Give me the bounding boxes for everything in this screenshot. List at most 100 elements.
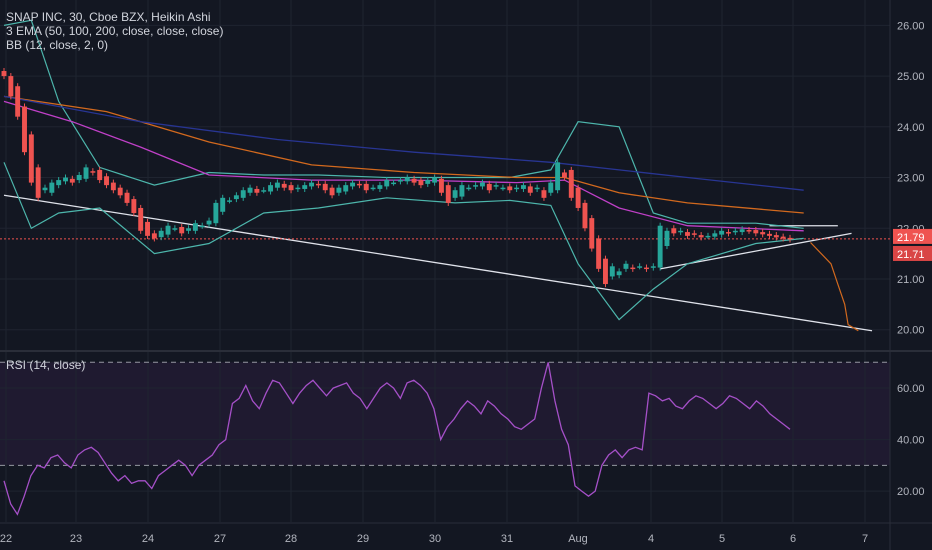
candle-body (753, 230, 759, 234)
candle-body (691, 233, 697, 235)
candle-body (97, 169, 103, 181)
rsi-tick-label: 20.00 (897, 486, 925, 498)
candle-body (719, 230, 725, 235)
candle-body (760, 232, 766, 235)
candle-body (69, 178, 75, 183)
candle-body (63, 177, 68, 182)
price-tick-label: 23.00 (897, 173, 925, 185)
candle-body (117, 187, 123, 196)
candle-body (28, 134, 34, 183)
price-tick-label: 26.00 (897, 20, 925, 32)
time-tick-label: 6 (790, 533, 796, 545)
axes: 20.0021.0022.0023.0024.0025.0026.0020.00… (0, 20, 925, 545)
time-tick-label: 30 (429, 533, 441, 545)
rsi-line (3, 362, 791, 516)
candles[interactable] (1, 67, 793, 288)
time-tick-label: 22 (0, 533, 12, 545)
candle-body (678, 230, 684, 233)
time-tick-label: Aug (568, 533, 588, 545)
candle-body (575, 187, 581, 208)
rsi-tick-label: 60.00 (897, 383, 925, 395)
time-tick-label: 23 (70, 533, 82, 545)
candle-body (459, 185, 465, 197)
candle-body (233, 195, 239, 200)
candle-body (370, 187, 376, 190)
candle-body (172, 228, 178, 230)
price-tag-label: 21.71 (897, 249, 925, 261)
candle-body (179, 226, 185, 234)
candle-body (507, 186, 513, 191)
candle-body (104, 176, 109, 186)
candle-body (377, 185, 383, 189)
candle-body (165, 225, 171, 235)
bb-legend[interactable]: BB (12, close, 2, 0) (6, 38, 109, 52)
candle-body (186, 228, 191, 231)
candle-body (479, 182, 485, 187)
candle-body (780, 236, 786, 239)
candle-body (445, 185, 451, 203)
time-tick-label: 31 (501, 533, 513, 545)
candle-body (49, 182, 55, 193)
time-tick-label: 5 (719, 533, 725, 545)
candle-body (404, 177, 410, 182)
candle-body (309, 182, 315, 187)
time-tick-label: 7 (862, 533, 868, 545)
candle-body (1, 71, 7, 77)
candle-body (356, 183, 362, 186)
candle-body (541, 190, 547, 198)
candle-body (726, 232, 731, 234)
candle-body (15, 86, 21, 117)
candle-body (322, 183, 328, 191)
candle-body (548, 182, 554, 193)
candle-body (609, 266, 615, 277)
candle-body (350, 182, 356, 187)
candle-body (363, 183, 369, 191)
candle-body (240, 190, 246, 198)
price-tick-label: 21.00 (897, 274, 925, 286)
rsi-legend[interactable]: RSI (14, close) (6, 358, 86, 372)
candle-body (438, 178, 444, 193)
candle-body (391, 182, 397, 185)
candle-body (582, 202, 588, 229)
candle-body (336, 187, 342, 193)
candle-body (514, 187, 520, 190)
candle-body (664, 230, 670, 247)
candle-body (698, 235, 704, 238)
candle-body (466, 187, 472, 190)
candle-body (42, 187, 48, 191)
candle-body (295, 187, 301, 190)
candle-body (83, 167, 89, 179)
price-tag-label: 21.79 (897, 232, 925, 244)
time-tick-label: 29 (357, 533, 369, 545)
candle-body (432, 177, 438, 183)
candle-body (138, 207, 144, 231)
candle-body (247, 187, 253, 193)
candle-body (486, 183, 492, 191)
candle-body (589, 218, 595, 249)
candle-body (596, 238, 602, 269)
candle-body (527, 186, 533, 193)
candle-body (76, 175, 82, 181)
time-tick-label: 4 (648, 533, 654, 545)
rsi-band (0, 362, 890, 466)
candle-body (329, 187, 335, 196)
candle-body (705, 235, 711, 238)
candle-body (206, 220, 212, 225)
candle-body (254, 188, 260, 193)
candle-body (493, 185, 499, 187)
trendline-lower-support (3, 194, 873, 332)
candle-body (213, 202, 219, 224)
candle-body (739, 229, 745, 233)
candle-body (644, 267, 649, 270)
candle-body (145, 221, 150, 236)
candle-body (281, 183, 287, 188)
symbol-legend[interactable]: SNAP INC, 30, Cboe BZX, Heikin Ashi (6, 10, 211, 24)
ema-legend[interactable]: 3 EMA (50, 100, 200, close, close, close… (6, 24, 224, 38)
time-tick-label: 24 (142, 533, 154, 545)
candle-body (397, 180, 403, 182)
candle-body (384, 180, 390, 187)
price-tag-box (893, 228, 932, 244)
